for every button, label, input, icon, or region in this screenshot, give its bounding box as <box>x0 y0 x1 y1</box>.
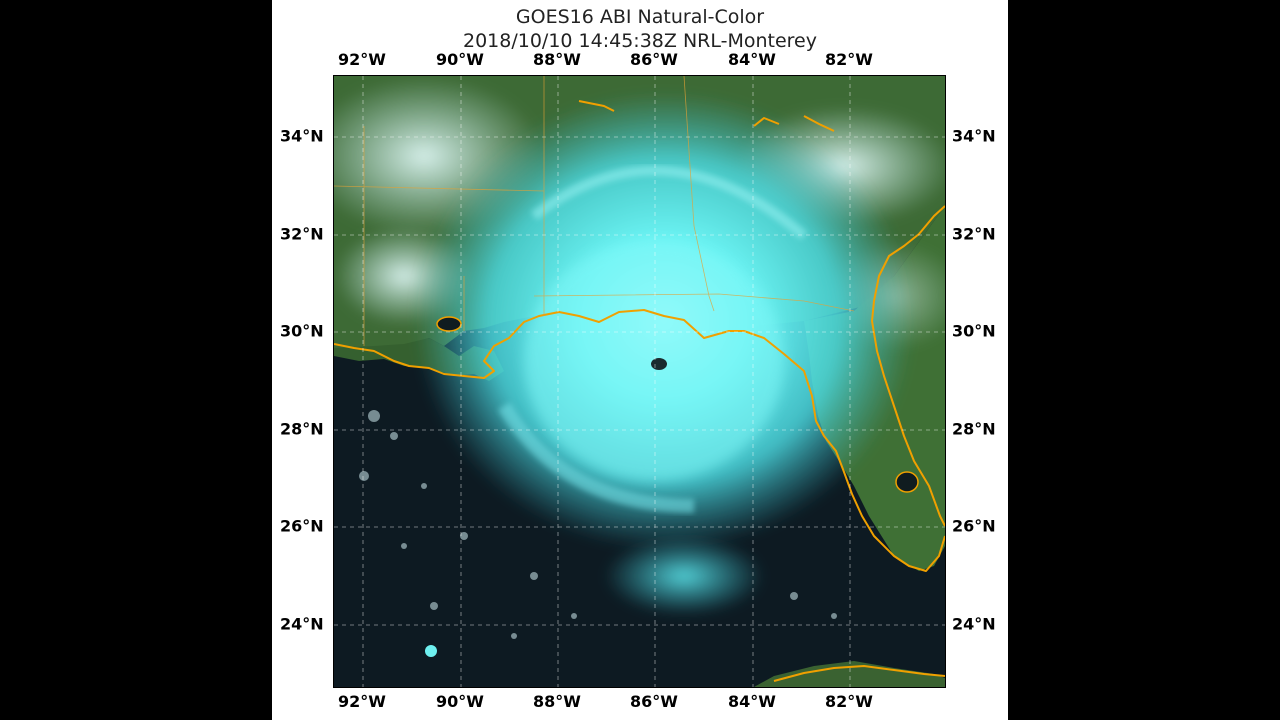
lon-label-top-88w: 88°W <box>533 50 581 69</box>
lon-label-bottom-82w: 82°W <box>825 692 873 711</box>
lon-label-top-90w: 90°W <box>436 50 484 69</box>
lon-label-bottom-84w: 84°W <box>728 692 776 711</box>
letterbox-right <box>1008 0 1280 720</box>
lon-label-top-92w: 92°W <box>338 50 386 69</box>
letterbox-left <box>0 0 272 720</box>
satellite-image-panel <box>333 75 946 688</box>
lon-label-top-84w: 84°W <box>728 50 776 69</box>
lon-label-bottom-90w: 90°W <box>436 692 484 711</box>
state-borders <box>334 76 855 346</box>
lat-label-right-34n: 34°N <box>952 126 996 146</box>
graticule <box>334 76 945 687</box>
lat-label-left-34n: 34°N <box>280 126 324 146</box>
lat-label-left-26n: 26°N <box>280 516 324 536</box>
spiral-band-north <box>530 165 808 240</box>
satellite-image <box>334 76 945 687</box>
lat-label-right-32n: 32°N <box>952 224 996 244</box>
hurricane-eye <box>651 358 667 370</box>
scattered-clouds <box>359 410 837 639</box>
figure-title: GOES16 ABI Natural-Color <box>515 6 765 28</box>
lat-label-left-24n: 24°N <box>280 614 324 634</box>
lon-label-top-86w: 86°W <box>630 50 678 69</box>
lake-okeechobee <box>895 471 919 493</box>
lon-label-bottom-86w: 86°W <box>630 692 678 711</box>
spiral-band-south <box>497 402 695 513</box>
coastlines <box>334 100 945 682</box>
cloud-band-southeast <box>604 536 764 616</box>
lon-label-top-82w: 82°W <box>825 50 873 69</box>
lake-pontchartrain <box>436 316 462 332</box>
lat-label-left-28n: 28°N <box>280 419 324 439</box>
lat-label-right-28n: 28°N <box>952 419 996 439</box>
lon-label-bottom-92w: 92°W <box>338 692 386 711</box>
lat-label-left-32n: 32°N <box>280 224 324 244</box>
lat-label-right-24n: 24°N <box>952 614 996 634</box>
small-cyan-cloud <box>425 645 437 657</box>
satellite-figure: GOES16 ABI Natural-Color 2018/10/10 14:4… <box>272 0 1008 720</box>
lat-label-right-30n: 30°N <box>952 321 996 341</box>
land-cuba <box>754 661 945 687</box>
lat-label-right-26n: 26°N <box>952 516 996 536</box>
lat-label-left-30n: 30°N <box>280 321 324 341</box>
figure-subtitle: 2018/10/10 14:45:38Z NRL-Monterey <box>463 30 817 52</box>
lon-label-bottom-88w: 88°W <box>533 692 581 711</box>
